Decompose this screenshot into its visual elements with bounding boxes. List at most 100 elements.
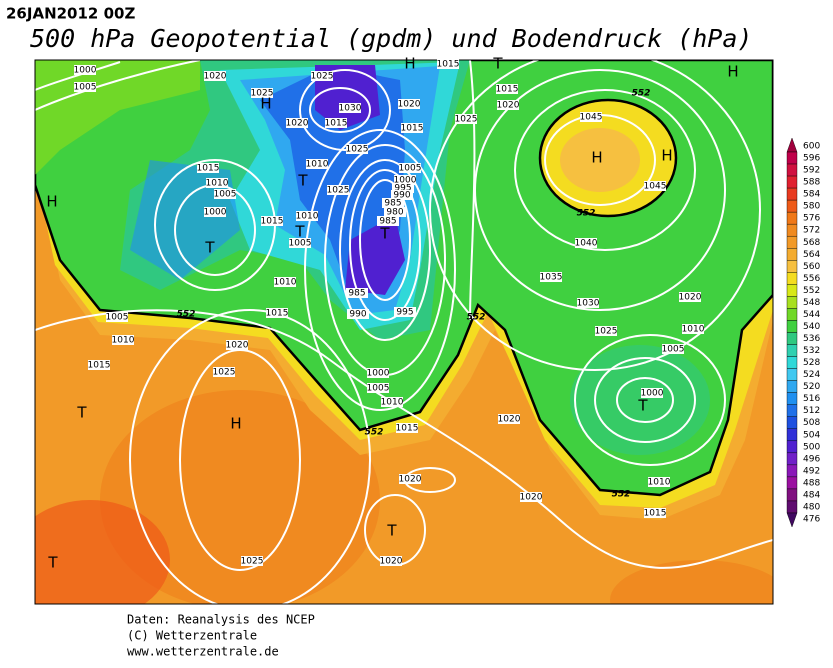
colorbar-swatch (786, 488, 798, 502)
label-bg (401, 123, 423, 133)
colorbar-label: 484 (803, 490, 820, 500)
colorbar-label: 576 (803, 214, 820, 224)
isobar-label: 1025 (251, 89, 274, 99)
isobar-label: 1005 (367, 384, 390, 394)
isobar-label: 1000 (367, 369, 390, 379)
colorbar-label: 540 (803, 322, 820, 332)
isobar-label: 1040 (575, 239, 598, 249)
isobar-label: 1020 (204, 72, 227, 82)
colorbar-swatch (786, 464, 798, 478)
colorbar-swatch (786, 332, 798, 345)
colorbar-label: 544 (803, 310, 820, 320)
label-bg (339, 103, 361, 113)
colorbar-swatch (786, 163, 798, 177)
colorbar-label: 480 (803, 502, 820, 512)
colorbar-swatch (786, 440, 798, 454)
isobar-label: 1005 (662, 345, 685, 355)
label-bg (206, 178, 228, 188)
label-bg (306, 159, 328, 169)
colorbar-label: 520 (803, 382, 820, 392)
colorbar-swatch (786, 137, 798, 153)
colorbar-label: 504 (803, 430, 820, 440)
colorbar-swatch (786, 344, 798, 357)
colorbar-swatch (786, 296, 798, 309)
contour-label: 552 (632, 89, 651, 99)
pressure-center: T (294, 223, 305, 241)
label-bg (398, 99, 420, 109)
pressure-center: T (386, 522, 397, 540)
isobar-label: 1010 (296, 212, 319, 222)
colorbar-swatch (786, 452, 798, 466)
pressure-center: H (404, 55, 415, 73)
isobar-label: 1045 (644, 182, 667, 192)
field-blue (130, 160, 240, 280)
isobar-label: 1010 (682, 325, 705, 335)
colorbar-swatch (786, 368, 798, 381)
isobar-label: 1000 (74, 66, 97, 76)
label-bg (197, 163, 219, 173)
field-dark-orange (610, 560, 773, 604)
label-bg (644, 508, 666, 518)
colorbar-label: 572 (803, 226, 820, 236)
isobar-label: 1025 (595, 327, 618, 337)
isobar-label: 1005 (289, 239, 312, 249)
contour-label: 552 (365, 428, 384, 438)
field-red (35, 500, 170, 604)
label-bg (347, 309, 369, 319)
label-bg (346, 288, 368, 298)
isobar-label: 1010 (381, 398, 404, 408)
isobar-label: 1005 (74, 83, 97, 93)
colorbar-swatch (786, 512, 798, 528)
isobar-label: 1045 (580, 113, 603, 123)
pressure-center: H (661, 147, 672, 165)
isobar-label: 1020 (398, 100, 421, 110)
label-bg (367, 383, 389, 393)
isobar-label: 1020 (380, 557, 403, 567)
isobar-label: 1025 (311, 72, 334, 82)
field-light-orange-high (560, 128, 640, 192)
colorbar-label: 592 (803, 166, 820, 176)
label-bg (399, 163, 421, 173)
contour-label: 552 (177, 310, 196, 320)
colorbar-label: 488 (803, 478, 820, 488)
isobar-label: 1025 (455, 115, 478, 125)
contour-label: 552 (467, 313, 486, 323)
label-bg (394, 307, 416, 317)
label-bg (261, 216, 283, 226)
isobar-label: 1015 (401, 124, 424, 134)
label-bg (382, 198, 404, 208)
isobar-label: 995 (396, 308, 413, 318)
label-bg (367, 368, 389, 378)
colorbar-label: 588 (803, 178, 820, 188)
colorbar-swatch (786, 211, 798, 225)
colorbar-swatch (786, 392, 798, 405)
label-bg (497, 100, 519, 110)
isobar-label: 1015 (325, 119, 348, 129)
footer-line: (C) Wetterzentrale (127, 629, 257, 643)
colorbar-swatch (786, 151, 798, 165)
pressure-center: T (204, 239, 215, 257)
label-bg (226, 340, 248, 350)
isobar-label: 1030 (577, 299, 600, 309)
label-bg (74, 65, 96, 75)
colorbar-label: 596 (803, 154, 820, 164)
isobar-label: 1025 (327, 186, 350, 196)
pressure-center: T (637, 397, 648, 415)
colorbar-label: 560 (803, 262, 820, 272)
colorbar-swatch (786, 260, 798, 273)
isobar-label: 985 (384, 199, 401, 209)
label-bg (498, 414, 520, 424)
isobar-label: 1015 (437, 60, 460, 70)
isobar-label: 1000 (641, 389, 664, 399)
colorbar-label: 556 (803, 274, 820, 284)
pressure-center: H (727, 63, 738, 81)
isobar-label: 1010 (274, 278, 297, 288)
colorbar-swatch (786, 272, 798, 285)
isobar-label: 1035 (540, 273, 563, 283)
isobar-label: 1030 (339, 104, 362, 114)
label-bg (679, 292, 701, 302)
label-bg (540, 272, 562, 282)
label-bg (437, 59, 459, 69)
